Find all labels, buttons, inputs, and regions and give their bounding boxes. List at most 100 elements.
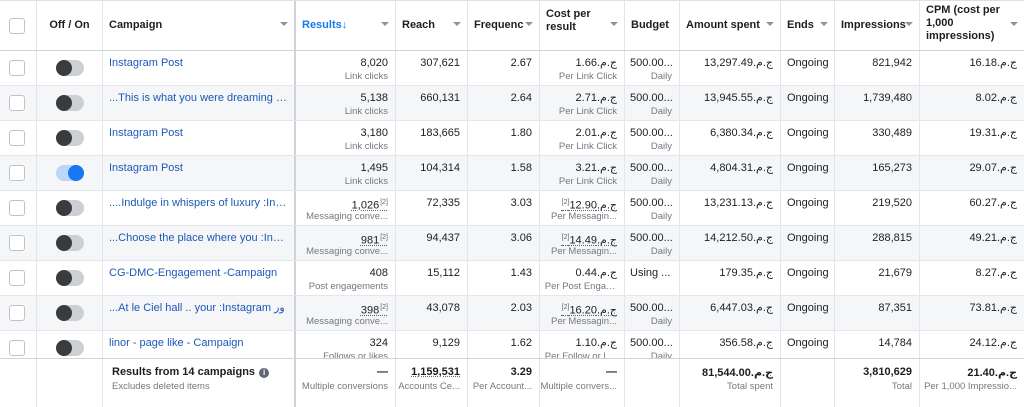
campaign-name-link[interactable]: ....Indulge in whispers of luxury :Inst.… [109,197,288,209]
budget-value[interactable]: 500.00... [630,197,673,209]
header-campaign-label: Campaign [109,19,163,31]
row-campaign-cell: ...This is what you were dreaming :I... [103,86,296,120]
budget-value[interactable]: 500.00... [630,337,673,349]
campaign-on-off-toggle[interactable] [56,200,84,216]
header-cpm[interactable]: CPM (cost per 1,000 impressions) [920,1,1024,50]
row-budget-cell: 500.00... Daily [625,156,680,190]
header-select-all-cell [0,1,37,50]
campaign-on-off-toggle[interactable] [56,95,84,111]
results-type-label: Link clicks [344,106,388,117]
header-results[interactable]: Results↓ [296,1,396,50]
campaign-name-link[interactable]: Instagram Post [109,57,183,69]
amount-spent-value: ج.م.179.35 [719,267,773,279]
row-checkbox[interactable] [9,95,25,111]
campaign-on-off-toggle[interactable] [56,340,84,356]
row-cpm-cell: ج.م.49.21 [920,226,1024,260]
chevron-down-icon[interactable] [905,22,913,26]
campaign-name-link[interactable]: ...This is what you were dreaming :I... [109,92,288,104]
row-cost-cell: ج.م.16.20[2] Per Messagin... [540,296,625,330]
header-ends[interactable]: Ends [781,1,835,50]
row-results-cell: 1,495 Link clicks [296,156,396,190]
row-checkbox[interactable] [9,340,25,356]
chevron-down-icon[interactable] [1010,22,1018,26]
campaign-on-off-toggle[interactable] [56,305,84,321]
header-reach[interactable]: Reach [396,1,468,50]
row-checkbox[interactable] [9,235,25,251]
budget-value[interactable]: 500.00... [630,162,673,174]
reach-value: 104,314 [420,162,460,174]
chevron-down-icon[interactable] [525,22,533,26]
chevron-down-icon[interactable] [820,22,828,26]
row-campaign-cell: ...At le Ciel hall .. your :Instagram ور [103,296,296,330]
campaign-name-link[interactable]: Instagram Post [109,127,183,139]
results-type-label: Link clicks [344,71,388,82]
header-budget[interactable]: Budget [625,1,680,50]
chevron-down-icon[interactable] [766,22,774,26]
cost-type-label: Per Messagin... [551,316,617,327]
header-cost-per-result[interactable]: Cost per result [540,1,625,50]
chevron-down-icon[interactable] [610,22,618,26]
row-ends-cell: Ongoing [781,296,835,330]
row-checkbox[interactable] [9,130,25,146]
row-budget-cell: 500.00... Daily [625,331,680,365]
budget-value[interactable]: 500.00... [630,127,673,139]
row-cpm-cell: ج.م.16.18 [920,51,1024,85]
budget-value[interactable]: Using ... [630,267,671,279]
campaign-name-link[interactable]: CG-DMC-Engagement -Campaign [109,267,278,279]
campaign-on-off-toggle[interactable] [56,60,84,76]
budget-value[interactable]: 500.00... [630,92,673,104]
campaign-on-off-toggle[interactable] [56,270,84,286]
footer-frequency: 3.29 Per Account... [468,359,540,407]
row-toggle-cell [37,121,103,155]
row-checkbox[interactable] [9,200,25,216]
chevron-down-icon[interactable] [280,22,288,26]
budget-value[interactable]: 500.00... [630,302,673,314]
row-reach-cell: 307,621 [396,51,468,85]
reach-value: 43,078 [426,302,460,314]
table-row: Instagram Post 1,495 Link clicks 104,314 1.5… [0,156,1024,191]
campaign-name-link[interactable]: Instagram Post [109,162,183,174]
budget-value[interactable]: 500.00... [630,232,673,244]
footer-spent: ج.م.81,544.00 Total spent [680,359,781,407]
row-checkbox[interactable] [9,270,25,286]
row-checkbox[interactable] [9,305,25,321]
row-frequency-cell: 2.03 [468,296,540,330]
cost-per-result-value: ج.م.2.71 [575,92,617,104]
row-ends-cell: Ongoing [781,261,835,295]
campaign-on-off-toggle[interactable] [56,165,84,181]
cost-type-label: Per Link Click [558,141,617,152]
row-cpm-cell: ج.م.8.02 [920,86,1024,120]
chevron-down-icon[interactable] [453,22,461,26]
footer-results: — Multiple conversions [296,359,396,407]
campaign-name-link[interactable]: linor - page like - Campaign [109,337,244,349]
ends-value: Ongoing [787,232,829,244]
header-amount-spent[interactable]: Amount spent [680,1,781,50]
chevron-down-icon[interactable] [381,22,389,26]
header-frequency[interactable]: Frequenc [468,1,540,50]
campaign-on-off-toggle[interactable] [56,235,84,251]
row-reach-cell: 9,129 [396,331,468,365]
row-select-cell [0,121,37,155]
row-checkbox[interactable] [9,165,25,181]
row-impressions-cell: 21,679 [835,261,920,295]
campaign-on-off-toggle[interactable] [56,130,84,146]
header-campaign[interactable]: Campaign [103,1,296,50]
impressions-value: 87,351 [878,302,912,314]
budget-value[interactable]: 500.00... [630,57,673,69]
row-cpm-cell: ج.م.8.27 [920,261,1024,295]
header-impressions[interactable]: Impressions [835,1,920,50]
info-icon[interactable]: i [259,368,270,378]
campaign-name-link[interactable]: ...Choose the place where you :Inst... [109,232,288,244]
frequency-value: 2.64 [510,92,532,104]
campaign-name-link[interactable]: ...At le Ciel hall .. your :Instagram ور [109,302,285,314]
budget-type-label: Daily [650,141,672,152]
row-checkbox[interactable] [9,60,25,76]
footer-reach-label: Accounts Ce... [398,381,460,392]
results-value: 398[2] [360,304,388,317]
table-row: CG-DMC-Engagement -Campaign 408 Post engag… [0,261,1024,296]
frequency-value: 3.06 [510,232,532,244]
row-impressions-cell: 87,351 [835,296,920,330]
results-type-label: Messaging conve... [306,211,388,222]
results-value: 981[2] [360,234,388,247]
select-all-checkbox[interactable] [9,18,25,34]
